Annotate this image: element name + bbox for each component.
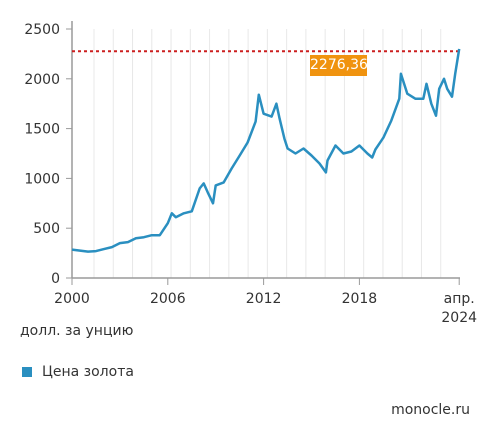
source-label: monocle.ru <box>391 402 470 418</box>
y-axis-unit-label: долл. за унцию <box>20 323 134 339</box>
y-tick-label: 0 <box>51 271 60 287</box>
legend: Цена золота <box>22 364 134 380</box>
y-tick-label: 1500 <box>24 122 60 138</box>
reference-value-label: 2276,36 <box>310 55 368 76</box>
x-tick-label-line2: 2024 <box>441 310 477 326</box>
legend-label: Цена золота <box>42 364 134 380</box>
x-tick-label: апр. <box>444 291 475 307</box>
x-tick-label: 2012 <box>246 291 282 307</box>
y-tick-label: 500 <box>33 221 60 237</box>
series-line-gold-price <box>71 48 461 253</box>
legend-swatch <box>22 367 32 377</box>
y-tick-label: 2000 <box>24 72 60 88</box>
x-tick-label: 2000 <box>54 291 90 307</box>
x-tick-label: 2018 <box>342 291 378 307</box>
y-tick-label: 2500 <box>24 22 60 38</box>
x-tick-label: 2006 <box>150 291 186 307</box>
y-tick-label: 1000 <box>24 171 60 187</box>
